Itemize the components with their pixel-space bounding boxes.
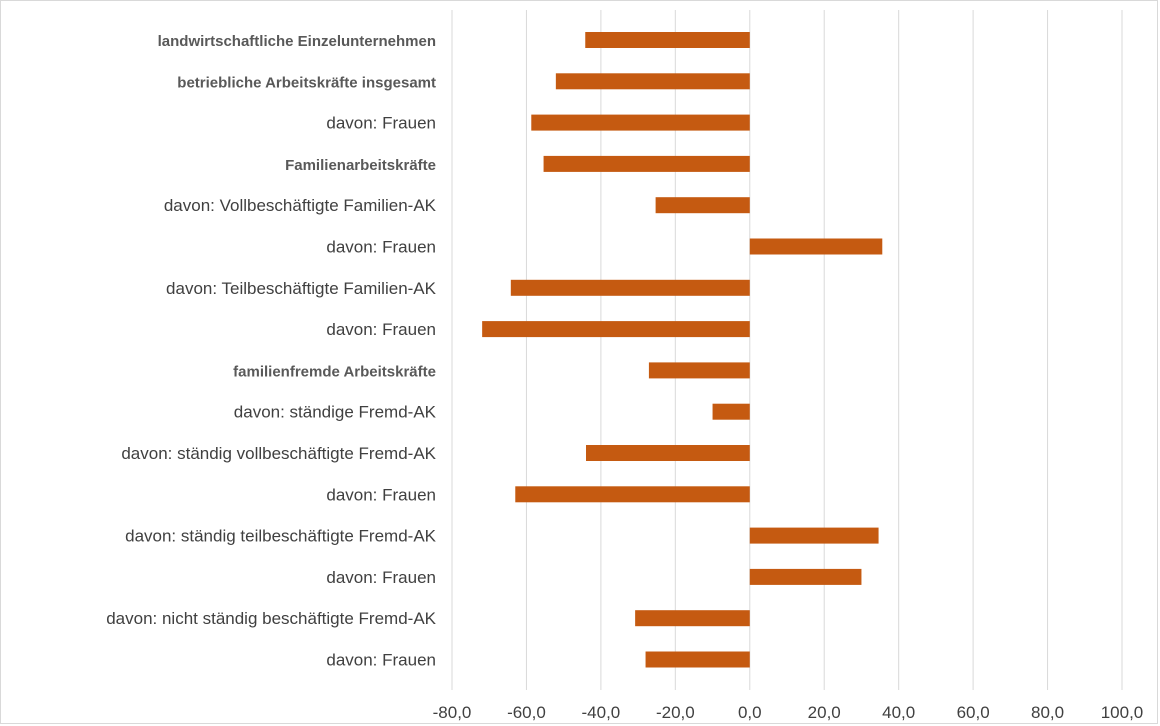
bar — [515, 486, 750, 503]
bar — [749, 568, 862, 585]
category-label: davon: Frauen — [326, 114, 436, 133]
x-tick-label: -60,0 — [507, 703, 546, 722]
bar — [712, 403, 750, 420]
category-label: familienfremde Arbeitskräfte — [233, 363, 436, 380]
category-label: Familienarbeitskräfte — [285, 157, 436, 174]
x-tick-label: -20,0 — [656, 703, 695, 722]
bar — [585, 32, 750, 48]
x-axis-tick-labels: -80,0 -60,0 -40,0 -20,0 0,0 20,0 40,0 60,0 80,0 1… — [433, 703, 1144, 722]
x-tick-label: 0,0 — [738, 703, 762, 722]
bar — [586, 445, 750, 461]
category-label: davon: Teilbeschäftigte Familien-AK — [166, 279, 437, 298]
category-label: davon: Frauen — [326, 238, 436, 257]
bar — [555, 73, 750, 90]
x-tick-label: 20,0 — [808, 703, 841, 722]
x-tick-label: 40,0 — [882, 703, 915, 722]
bar — [749, 238, 883, 255]
category-label: davon: Frauen — [326, 568, 436, 587]
category-label: davon: ständig vollbeschäftigte Fremd-AK — [121, 444, 436, 463]
category-label: davon: Frauen — [326, 485, 436, 504]
bar — [648, 362, 750, 379]
category-label: landwirtschaftliche Einzelunternehmen — [158, 33, 436, 50]
category-label: davon: ständig teilbeschäftigte Fremd-AK — [125, 527, 437, 546]
bar — [543, 155, 750, 172]
bar — [510, 279, 750, 296]
category-label: betriebliche Arbeitskräfte insgesamt — [177, 74, 436, 91]
x-tick-label: -40,0 — [582, 703, 621, 722]
bars — [482, 32, 883, 668]
category-label: davon: Vollbeschäftigte Familien-AK — [164, 196, 437, 215]
x-tick-label: -80,0 — [433, 703, 472, 722]
bar — [645, 651, 750, 668]
x-tick-label: 60,0 — [957, 703, 990, 722]
bar — [531, 114, 750, 131]
grid-lines — [451, 10, 1123, 690]
bar — [482, 321, 750, 338]
bar — [749, 527, 879, 544]
x-tick-label: 80,0 — [1031, 703, 1064, 722]
bar — [655, 197, 750, 214]
category-label: davon: Frauen — [326, 320, 436, 339]
x-tick-label: 100,0 — [1101, 703, 1144, 722]
category-label: davon: ständige Fremd-AK — [234, 403, 437, 422]
bar — [635, 610, 750, 627]
category-labels: landwirtschaftliche Einzelunternehmen bet… — [106, 33, 436, 670]
category-label: davon: Frauen — [326, 651, 436, 670]
category-label: davon: nicht ständig beschäftigte Fremd-… — [106, 609, 436, 628]
